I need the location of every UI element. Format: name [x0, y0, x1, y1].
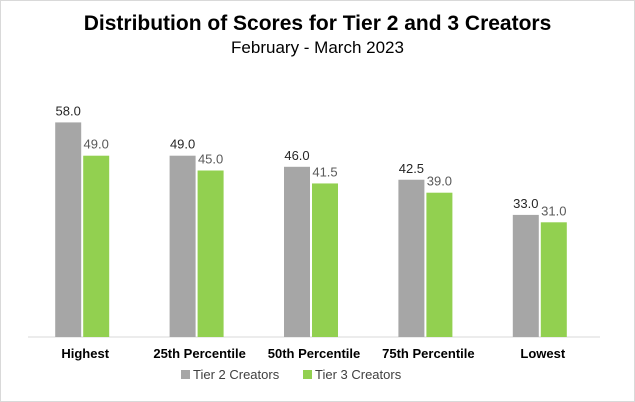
x-tick-label-3: 75th Percentile: [382, 346, 475, 361]
bar-tier3-4: [540, 222, 567, 337]
bar-tier2-0: [55, 122, 82, 338]
bar-tier2-2: [284, 166, 310, 337]
x-tick-label-1: 25th Percentile: [153, 346, 246, 361]
bar-tier2-3: [398, 179, 425, 337]
data-label-tier2-3: 42.5: [399, 161, 424, 176]
data-label-tier3-0: 49.0: [84, 137, 109, 152]
bar-tier3-3: [426, 192, 453, 337]
chart-title: Distribution of Scores for Tier 2 and 3 …: [83, 12, 552, 35]
bar-tier3-1: [197, 170, 224, 337]
bar-tier2-4: [512, 214, 539, 337]
data-label-tier2-1: 49.0: [170, 137, 195, 152]
data-label-tier2-2: 46.0: [284, 148, 309, 163]
bar-tier2-1: [169, 155, 196, 337]
legend-swatch-tier3: [303, 370, 312, 379]
data-label-tier3-1: 45.0: [198, 152, 223, 167]
data-label-tier3-4: 31.0: [541, 203, 566, 218]
x-tick-label-0: Highest: [61, 346, 109, 361]
data-label-tier3-3: 39.0: [427, 174, 452, 189]
legend-swatch-tier2: [181, 370, 190, 379]
data-label-tier2-0: 58.0: [56, 103, 81, 118]
x-tick-label-2: 50th Percentile: [268, 346, 361, 361]
data-label-tier3-2: 41.5: [312, 164, 337, 179]
legend-label-tier3: Tier 3 Creators: [315, 367, 402, 382]
x-tick-label-4: Lowest: [520, 346, 565, 361]
legend-label-tier2: Tier 2 Creators: [193, 367, 280, 382]
bar-tier3-0: [83, 155, 110, 337]
data-label-tier2-4: 33.0: [513, 196, 538, 211]
chart-subtitle: February - March 2023: [231, 38, 404, 57]
bar-tier3-2: [312, 183, 338, 337]
